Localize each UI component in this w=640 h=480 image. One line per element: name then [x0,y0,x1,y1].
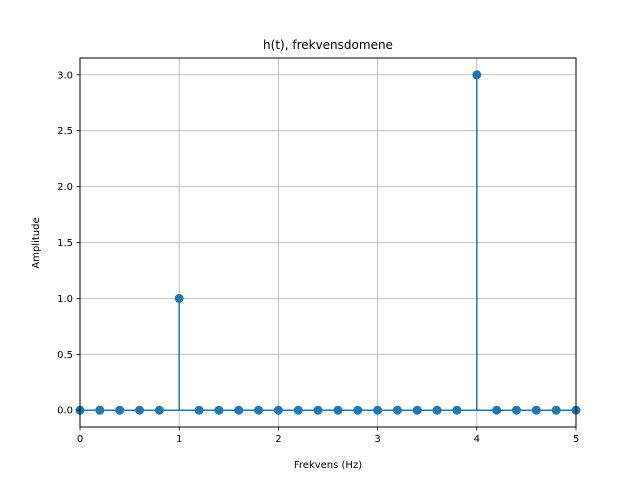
y-tick-label: 2.0 [57,182,73,193]
stem-marker [135,405,145,415]
y-tick-label: 0.5 [57,350,73,361]
y-axis-label: Amplitude [31,217,42,268]
stem-markers [75,70,581,415]
stem-marker [373,405,383,415]
x-tick-label: 1 [176,434,182,445]
x-tick-label: 5 [573,434,579,445]
stem-marker [333,405,343,415]
stem-marker [432,405,442,415]
stem-marker [412,405,422,415]
y-axis-ticks: 0.0 0.5 1.0 1.5 2.0 2.5 3.0 [57,70,80,417]
stem-marker [531,405,541,415]
stem-marker [392,405,402,415]
y-tick-label: 2.5 [57,126,73,137]
chart-title: h(t), frekvensdomene [263,38,393,52]
stem-marker [551,405,561,415]
stem-marker [254,405,264,415]
stem-marker [452,405,462,415]
stem-marker [95,405,105,415]
stem-marker [194,405,204,415]
y-tick-label: 0.0 [57,406,73,417]
stem-marker [472,70,482,80]
stem-lines [178,74,478,411]
y-tick-label: 1.0 [57,294,73,305]
x-tick-label: 0 [77,434,83,445]
x-axis-ticks: 0 1 2 3 4 5 [77,427,579,445]
stem-marker [293,405,303,415]
x-tick-label: 4 [474,434,480,445]
stem-marker [353,405,363,415]
x-tick-label: 2 [275,434,281,445]
stem-marker [511,405,521,415]
stem-marker [234,405,244,415]
stem-marker [273,405,283,415]
y-tick-label: 3.0 [57,70,73,81]
stem-marker [313,405,323,415]
stem-marker [214,405,224,415]
stem-marker [492,405,502,415]
grid-lines [79,58,577,427]
stem-marker [154,405,164,415]
stem-marker [115,405,125,415]
x-axis-label: Frekvens (Hz) [294,460,362,471]
x-tick-label: 3 [374,434,380,445]
y-tick-label: 1.5 [57,238,73,249]
stem-marker [174,293,184,303]
